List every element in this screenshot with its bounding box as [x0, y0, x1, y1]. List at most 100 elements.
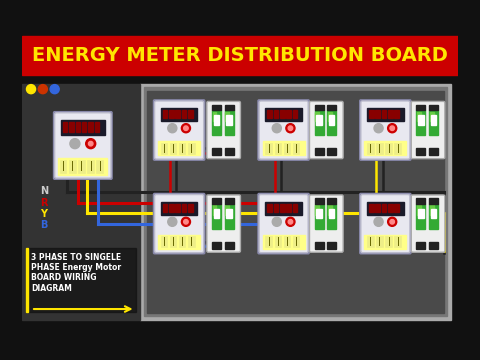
Bar	[395, 110, 399, 118]
Bar	[225, 204, 234, 229]
Bar	[182, 110, 186, 118]
Circle shape	[70, 139, 80, 149]
FancyBboxPatch shape	[207, 102, 240, 159]
Bar	[327, 148, 336, 156]
Bar	[214, 116, 219, 125]
FancyBboxPatch shape	[257, 99, 310, 161]
Circle shape	[181, 217, 191, 226]
Bar	[169, 204, 174, 212]
Bar	[274, 204, 278, 212]
Bar	[188, 143, 194, 154]
Bar	[315, 112, 319, 121]
Bar	[163, 204, 168, 212]
Bar	[416, 204, 425, 229]
Circle shape	[86, 139, 96, 149]
Bar	[227, 209, 232, 218]
Bar	[170, 236, 176, 247]
Bar	[327, 110, 336, 135]
Text: B: B	[40, 220, 48, 230]
Bar	[225, 110, 234, 135]
Circle shape	[181, 124, 191, 133]
Bar	[376, 236, 383, 247]
Bar	[267, 204, 272, 212]
Bar	[328, 206, 332, 215]
Bar	[188, 236, 194, 247]
Bar	[188, 204, 193, 212]
Bar	[275, 143, 281, 154]
FancyBboxPatch shape	[207, 195, 240, 252]
Bar	[327, 105, 336, 110]
Bar	[314, 198, 324, 204]
Bar	[263, 141, 304, 156]
Bar	[179, 143, 185, 154]
Bar	[431, 116, 436, 125]
Bar	[367, 143, 373, 154]
Bar	[328, 112, 332, 121]
FancyBboxPatch shape	[361, 194, 410, 253]
Bar	[161, 202, 197, 215]
Circle shape	[286, 124, 295, 133]
Bar	[417, 206, 421, 215]
FancyBboxPatch shape	[53, 111, 113, 180]
Text: Y: Y	[40, 208, 47, 219]
Bar	[376, 143, 383, 154]
Bar	[60, 160, 66, 173]
Bar	[226, 206, 229, 215]
FancyBboxPatch shape	[359, 99, 412, 161]
Bar	[287, 204, 291, 212]
Bar	[314, 148, 324, 156]
Bar	[416, 198, 425, 204]
Bar	[22, 84, 140, 320]
Bar	[225, 148, 234, 156]
Bar	[367, 108, 404, 121]
Circle shape	[38, 85, 48, 94]
Bar	[61, 120, 105, 135]
Bar	[226, 112, 229, 121]
Circle shape	[390, 126, 395, 130]
Bar	[212, 198, 221, 204]
Bar	[78, 160, 84, 173]
Bar	[395, 236, 401, 247]
Bar	[315, 206, 319, 215]
Text: ENERGY METER DISTRIBUTION BOARD: ENERGY METER DISTRIBUTION BOARD	[32, 46, 448, 65]
Circle shape	[272, 124, 281, 133]
Circle shape	[388, 124, 397, 133]
Bar	[63, 122, 67, 132]
Bar	[161, 143, 168, 154]
Bar	[375, 204, 380, 212]
Bar	[188, 110, 193, 118]
Bar	[265, 236, 272, 247]
Bar	[280, 204, 285, 212]
Bar	[213, 206, 216, 215]
Bar	[225, 242, 234, 249]
Bar	[169, 110, 174, 118]
Bar	[176, 110, 180, 118]
Bar	[430, 112, 433, 121]
Circle shape	[390, 220, 395, 224]
Bar	[314, 105, 324, 110]
Bar	[58, 158, 108, 175]
Bar	[293, 110, 297, 118]
Bar	[429, 242, 438, 249]
Bar	[385, 143, 392, 154]
Bar	[212, 105, 221, 110]
Bar	[147, 91, 444, 312]
Circle shape	[168, 217, 177, 226]
Circle shape	[168, 124, 177, 133]
Bar	[179, 236, 185, 247]
Bar	[382, 204, 386, 212]
Circle shape	[288, 126, 293, 130]
FancyBboxPatch shape	[411, 195, 445, 252]
FancyBboxPatch shape	[359, 193, 412, 255]
Bar	[327, 198, 336, 204]
Bar	[329, 209, 335, 218]
Bar	[316, 209, 322, 218]
FancyBboxPatch shape	[155, 194, 204, 253]
Circle shape	[50, 85, 59, 94]
FancyBboxPatch shape	[55, 113, 111, 178]
Bar	[429, 105, 438, 110]
Bar	[429, 198, 438, 204]
FancyBboxPatch shape	[259, 194, 308, 253]
FancyBboxPatch shape	[155, 101, 204, 159]
Bar	[367, 236, 373, 247]
